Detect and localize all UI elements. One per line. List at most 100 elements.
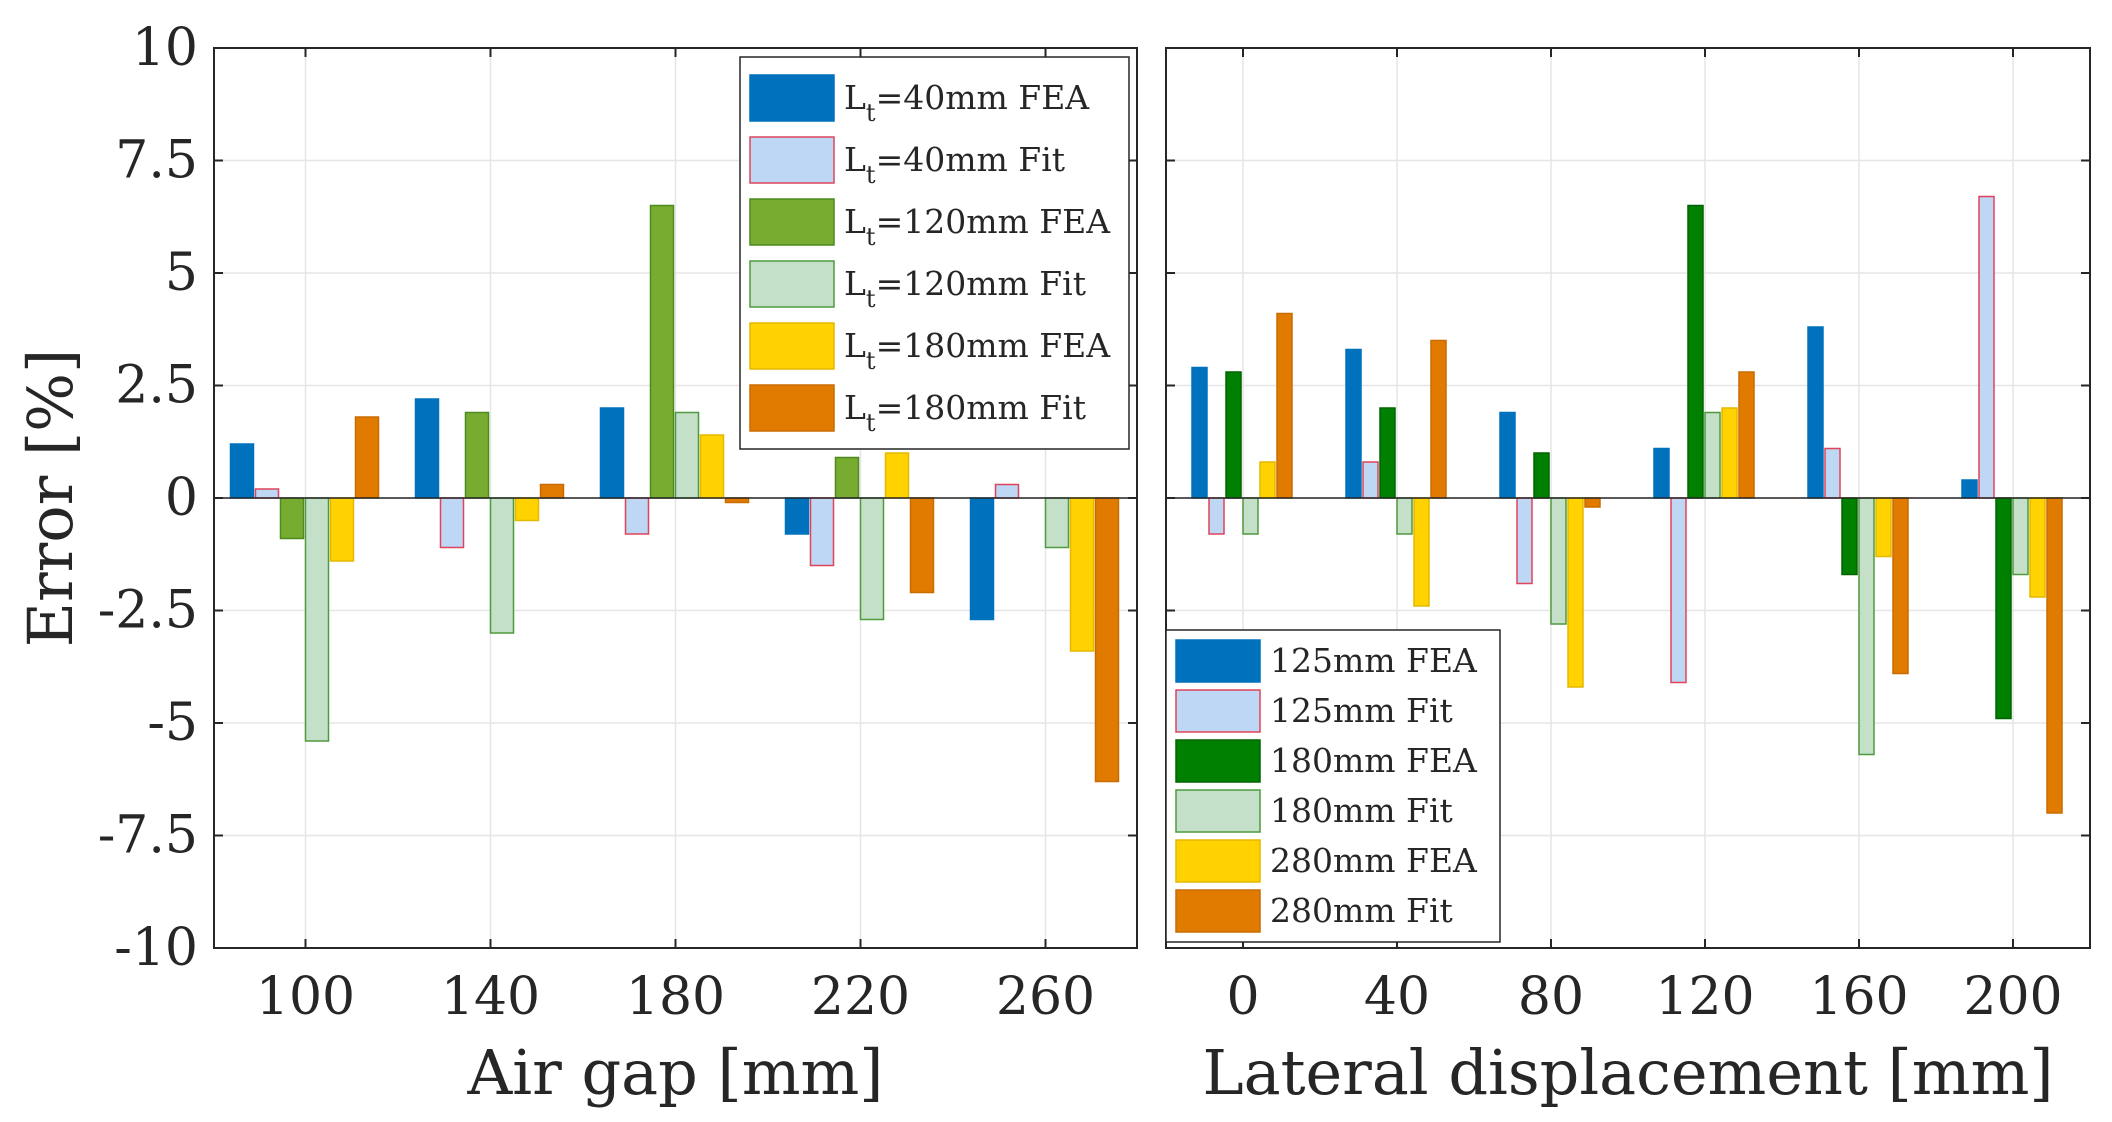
legend-entry: 280mm FEA (1270, 841, 1478, 880)
bar (674, 411, 700, 499)
x-tick-label: 0 (1226, 967, 1259, 1027)
y-tick-label: 10 (132, 18, 198, 78)
legend-swatch (1175, 689, 1261, 733)
legend-box (739, 56, 1130, 450)
bar (439, 497, 465, 549)
bar (624, 497, 650, 535)
y-tick-label: -7.5 (98, 806, 198, 866)
bar (1978, 195, 1995, 499)
bar (884, 452, 910, 499)
bar (1721, 407, 1738, 499)
bar (909, 497, 935, 594)
bar (1670, 497, 1687, 684)
legend-entry: 125mm FEA (1270, 641, 1478, 680)
x-tick-label: 80 (1518, 967, 1584, 1027)
bar (514, 497, 540, 522)
bar (1824, 447, 1841, 499)
bar (489, 497, 515, 634)
y-tick-label: -5 (147, 693, 198, 753)
bar (2012, 497, 2029, 576)
bar (1807, 326, 1824, 499)
bar (304, 497, 330, 742)
x-tick-label: 200 (1963, 967, 2062, 1027)
bar (1208, 497, 1225, 535)
bar (1533, 452, 1550, 499)
bar (1567, 497, 1584, 688)
bar (1069, 497, 1095, 652)
bar (1413, 497, 1430, 607)
bar (994, 483, 1020, 499)
legend-entry: Lt=40mm Fit (844, 140, 1065, 189)
bar (1858, 497, 1875, 756)
bar (1584, 497, 1601, 508)
bar (279, 497, 305, 540)
bar (859, 497, 885, 621)
x-axis-label: Air gap [mm] (467, 1036, 884, 1109)
right-panel-lateral-displacement: 0 40 80 120 160 200 Lateral displacement [mm] 1… (1165, 47, 2091, 1109)
x-tick-label: 260 (996, 967, 1095, 1027)
legend-swatch (749, 322, 835, 370)
y-tick-label: -2.5 (98, 581, 198, 641)
bar (809, 497, 835, 567)
bar (354, 416, 380, 499)
legend-entry: Lt=120mm Fit (844, 264, 1086, 313)
bar (1499, 411, 1516, 499)
legend-swatch (1175, 839, 1261, 883)
x-tick-label: 120 (1655, 967, 1754, 1027)
bar (1242, 497, 1259, 535)
bar (414, 398, 440, 499)
legend-entry: 180mm Fit (1270, 791, 1453, 830)
bar (1362, 461, 1379, 499)
bar (969, 497, 995, 621)
bar (1345, 348, 1362, 499)
bar (1738, 371, 1755, 499)
bar (1995, 497, 2012, 720)
legend-entry: Lt=120mm FEA (844, 202, 1111, 251)
bar (1225, 371, 1242, 499)
x-tick-label: 160 (1809, 967, 1908, 1027)
y-tick-label: 0 (165, 468, 198, 528)
bar (1191, 366, 1208, 499)
bar (1044, 497, 1070, 549)
legend-swatch (749, 74, 835, 122)
x-axis-label: Lateral displacement [mm] (1202, 1036, 2053, 1109)
x-tick-label: 140 (441, 967, 540, 1027)
bar (784, 497, 810, 535)
bar (1961, 479, 1978, 499)
legend-swatch (749, 384, 835, 432)
x-tick-label: 100 (256, 967, 355, 1027)
left-panel-air-gap: 10 7.5 5 2.5 0 -2.5 -5 -7.5 -10 100 140 180 220 260 Ai… (14, 18, 1138, 1109)
legend-swatch (1175, 889, 1261, 933)
legend-swatch (1175, 739, 1261, 783)
y-tick-label: 7.5 (115, 131, 198, 191)
legend-entry: 180mm FEA (1270, 741, 1478, 780)
bar (1687, 204, 1704, 499)
bar (1379, 407, 1396, 499)
legend-swatch (749, 198, 835, 246)
x-tick-label: 40 (1364, 967, 1430, 1027)
bar (834, 456, 860, 499)
bar (1875, 497, 1892, 558)
bar (599, 407, 625, 499)
bar (1841, 497, 1858, 576)
bar (1276, 312, 1293, 499)
legend-entry: Lt=40mm FEA (844, 78, 1090, 127)
bar (229, 443, 255, 499)
legend-entry: 125mm Fit (1270, 691, 1453, 730)
bar (2029, 497, 2046, 598)
bar (1094, 497, 1120, 783)
legend-entry: 280mm Fit (1270, 891, 1453, 930)
y-axis-label: Error [%] (14, 349, 87, 648)
bar (464, 411, 490, 499)
bar (539, 483, 565, 499)
bar (1892, 497, 1909, 675)
legend-swatch (1175, 639, 1261, 683)
bar (699, 434, 725, 499)
y-tick-label: 5 (165, 243, 198, 303)
y-tick-label: 2.5 (115, 356, 198, 416)
bar (649, 204, 675, 499)
bar (1430, 339, 1447, 499)
legend-entry: Lt=180mm FEA (844, 326, 1111, 375)
bar (329, 497, 355, 562)
bar (1704, 411, 1721, 499)
